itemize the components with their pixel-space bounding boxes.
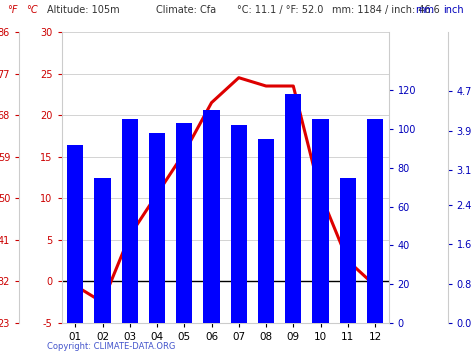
Bar: [367, 119, 383, 323]
Bar: [285, 94, 301, 323]
Bar: [312, 119, 328, 323]
Bar: [339, 178, 356, 323]
Bar: [230, 125, 247, 323]
Text: mm: 1184 / inch: 46.6: mm: 1184 / inch: 46.6: [332, 5, 439, 15]
Bar: [94, 178, 110, 323]
Bar: [121, 119, 138, 323]
Bar: [149, 133, 165, 323]
Text: inch: inch: [443, 5, 464, 15]
Text: °C: 11.1 / °F: 52.0: °C: 11.1 / °F: 52.0: [237, 5, 323, 15]
Text: mm: mm: [415, 5, 434, 15]
Bar: [203, 110, 219, 323]
Bar: [67, 144, 83, 323]
Text: °C: °C: [26, 5, 38, 15]
Bar: [176, 123, 192, 323]
Text: Copyright: CLIMATE-DATA.ORG: Copyright: CLIMATE-DATA.ORG: [47, 342, 176, 351]
Text: Climate: Cfa: Climate: Cfa: [156, 5, 217, 15]
Text: °F: °F: [7, 5, 18, 15]
Bar: [258, 139, 274, 323]
Text: Altitude: 105m: Altitude: 105m: [47, 5, 120, 15]
